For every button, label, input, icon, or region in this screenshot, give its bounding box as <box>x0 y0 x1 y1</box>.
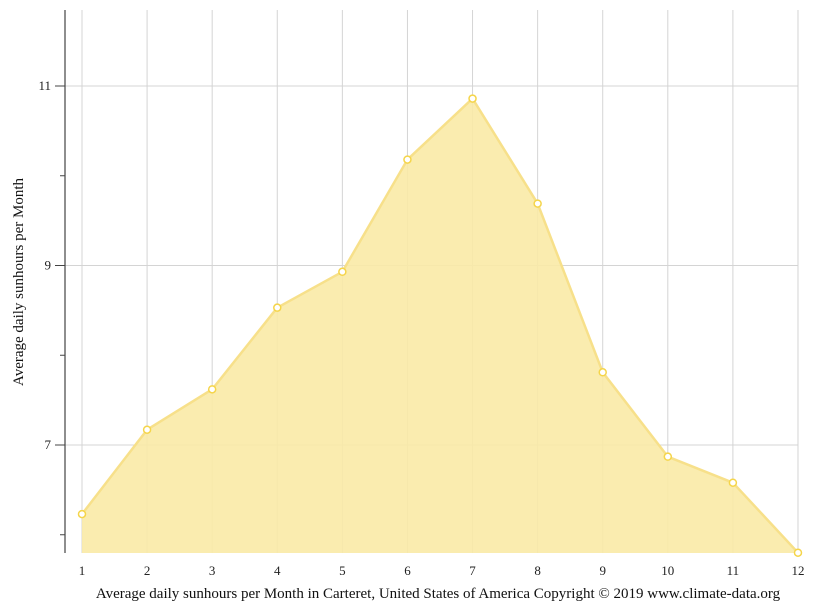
data-point[interactable] <box>403 155 412 164</box>
y-tick-label: 7 <box>45 437 52 452</box>
data-point[interactable] <box>142 425 152 434</box>
x-tick-label: 4 <box>274 563 281 578</box>
series-line <box>81 97 799 554</box>
chart-caption: Average daily sunhours per Month in Cart… <box>96 586 781 602</box>
x-tick-label: 7 <box>469 563 476 578</box>
data-markers <box>77 94 803 557</box>
y-axis-title: Average daily sunhours per Month <box>11 178 27 387</box>
data-point[interactable] <box>77 509 87 519</box>
x-tick-label: 9 <box>599 563 606 578</box>
x-tick-label: 10 <box>661 563 674 578</box>
x-tick-label: 8 <box>534 563 541 578</box>
data-point[interactable] <box>338 267 347 277</box>
data-point[interactable] <box>663 452 673 461</box>
x-tick-label: 2 <box>144 563 151 578</box>
data-point[interactable] <box>728 478 738 487</box>
area-fill <box>82 98 798 553</box>
data-point[interactable] <box>598 368 607 377</box>
x-tick-label: 11 <box>727 563 740 578</box>
data-point[interactable] <box>533 199 542 208</box>
y-tick-label: 11 <box>38 78 51 93</box>
x-tick-label: 1 <box>79 563 86 578</box>
data-point[interactable] <box>273 303 282 312</box>
x-tick-label: 12 <box>791 563 804 578</box>
data-point[interactable] <box>207 385 217 394</box>
x-tick-label: 3 <box>209 563 216 578</box>
area-series <box>81 97 799 554</box>
x-tick-label: 5 <box>339 563 346 578</box>
y-tick-label: 9 <box>45 258 52 273</box>
data-point[interactable] <box>468 94 477 103</box>
data-point[interactable] <box>793 548 803 557</box>
x-tick-label: 6 <box>404 563 411 578</box>
